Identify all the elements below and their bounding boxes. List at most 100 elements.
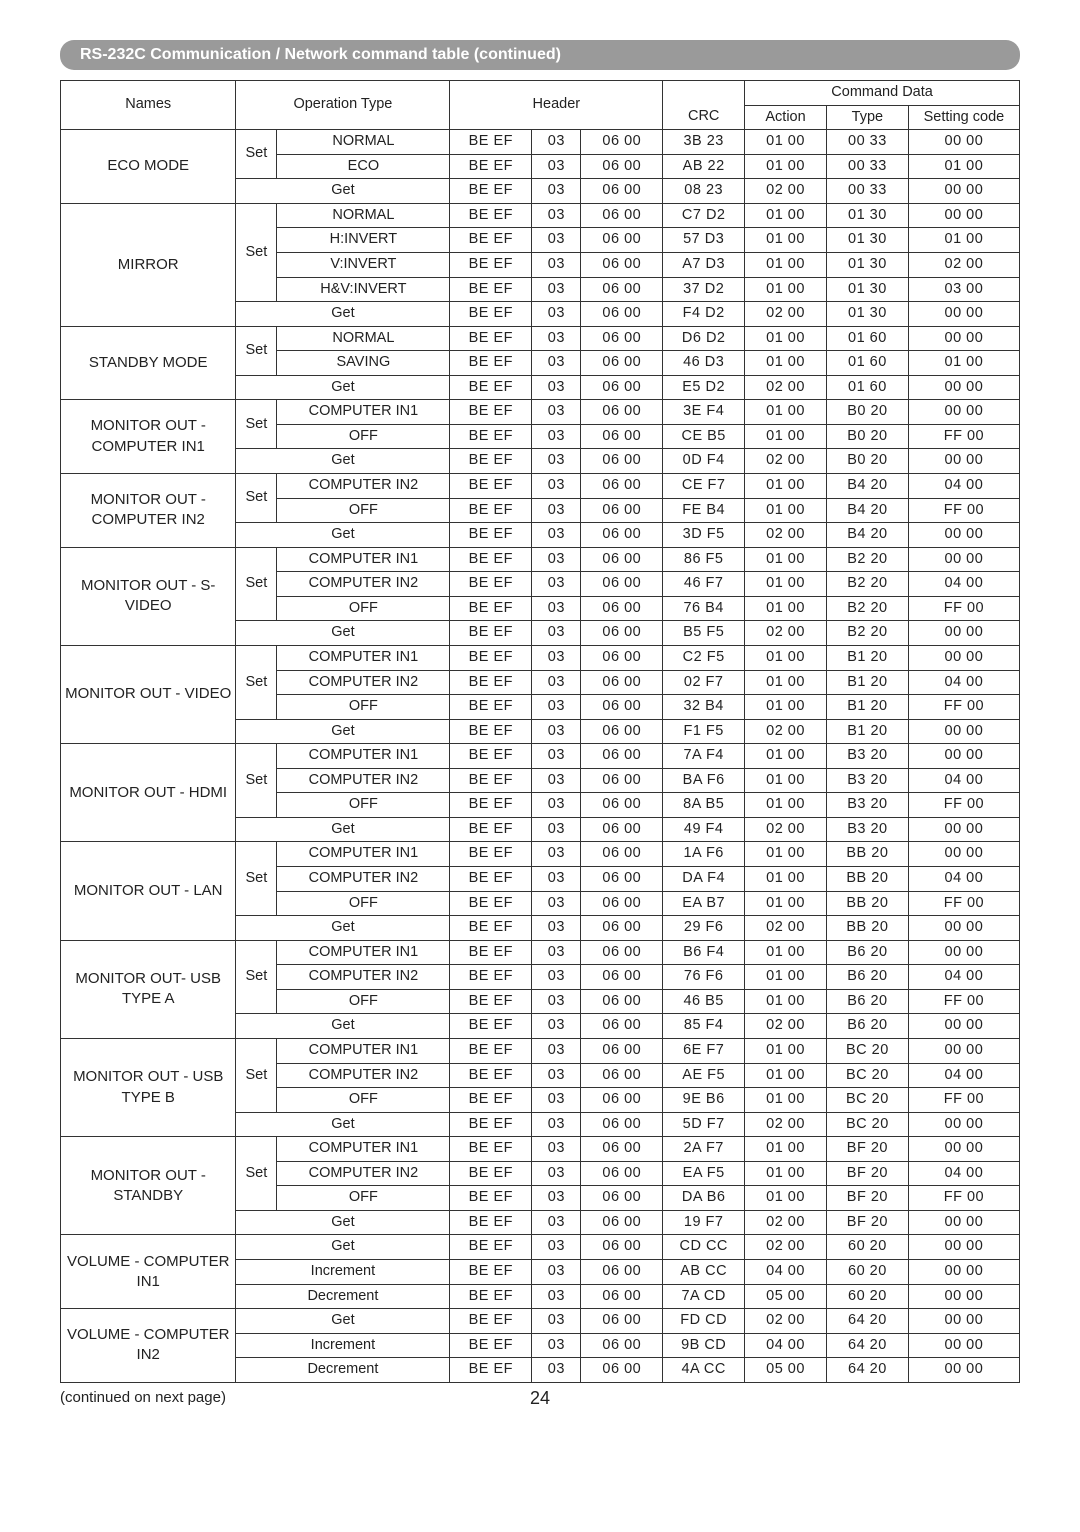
data-cell: 03 [532, 1088, 581, 1113]
table-row: MONITOR OUT - COMPUTER IN2SetCOMPUTER IN… [61, 474, 1020, 499]
table-row: MONITOR OUT - USB TYPE BSetCOMPUTER IN1B… [61, 1038, 1020, 1063]
op-cell: Set [236, 326, 277, 375]
data-cell: BE EF [450, 130, 532, 155]
op-label: COMPUTER IN1 [277, 547, 450, 572]
data-cell: 06 00 [581, 891, 663, 916]
data-cell: 00 00 [908, 203, 1019, 228]
data-cell: 06 00 [581, 695, 663, 720]
data-cell: BA F6 [663, 768, 745, 793]
data-cell: BC 20 [826, 1038, 908, 1063]
data-cell: BE EF [450, 1063, 532, 1088]
data-cell: BE EF [450, 1309, 532, 1334]
data-cell: 02 00 [745, 449, 827, 474]
op-label: COMPUTER IN1 [277, 400, 450, 425]
data-cell: BE EF [450, 424, 532, 449]
data-cell: 03 [532, 916, 581, 941]
data-cell: FD CD [663, 1309, 745, 1334]
data-cell: 03 [532, 1186, 581, 1211]
data-cell: 06 00 [581, 1210, 663, 1235]
table-header: NamesOperation TypeHeaderCommand DataCRC… [61, 81, 1020, 130]
data-cell: 03 [532, 572, 581, 597]
data-cell: BE EF [450, 842, 532, 867]
op-label: Get [236, 1309, 450, 1334]
data-cell: FF 00 [908, 891, 1019, 916]
data-cell: 03 [532, 1235, 581, 1260]
data-cell: BF 20 [826, 1210, 908, 1235]
data-cell: 06 00 [581, 449, 663, 474]
op-label: COMPUTER IN2 [277, 1161, 450, 1186]
data-cell: 06 00 [581, 154, 663, 179]
data-cell: 00 33 [826, 130, 908, 155]
data-cell: D6 D2 [663, 326, 745, 351]
data-cell: BE EF [450, 228, 532, 253]
data-cell: 00 00 [908, 1014, 1019, 1039]
data-cell: 06 00 [581, 130, 663, 155]
data-cell: BB 20 [826, 916, 908, 941]
op-label: OFF [277, 1186, 450, 1211]
table-row: VOLUME - COMPUTER IN1GetBE EF0306 00CD C… [61, 1235, 1020, 1260]
data-cell: 00 00 [908, 547, 1019, 572]
op-label: COMPUTER IN2 [277, 474, 450, 499]
data-cell: BC 20 [826, 1088, 908, 1113]
data-cell: BE EF [450, 719, 532, 744]
data-cell: 02 F7 [663, 670, 745, 695]
data-cell: 06 00 [581, 596, 663, 621]
data-cell: 03 [532, 1038, 581, 1063]
data-cell: BE EF [450, 523, 532, 548]
table-row: MONITOR OUT - LANSetCOMPUTER IN1BE EF030… [61, 842, 1020, 867]
data-cell: 00 00 [908, 817, 1019, 842]
data-cell: BC 20 [826, 1112, 908, 1137]
data-cell: 06 00 [581, 1309, 663, 1334]
data-cell: BE EF [450, 1014, 532, 1039]
data-cell: 01 00 [745, 130, 827, 155]
data-cell: 00 00 [908, 916, 1019, 941]
data-cell: 02 00 [745, 523, 827, 548]
data-cell: 03 [532, 989, 581, 1014]
data-cell: 06 00 [581, 179, 663, 204]
data-cell: FF 00 [908, 498, 1019, 523]
data-cell: BF 20 [826, 1137, 908, 1162]
data-cell: 2A F7 [663, 1137, 745, 1162]
data-cell: BE EF [450, 670, 532, 695]
data-cell: B1 20 [826, 719, 908, 744]
data-cell: A7 D3 [663, 252, 745, 277]
data-cell: 04 00 [908, 572, 1019, 597]
data-cell: 01 00 [745, 547, 827, 572]
data-cell: 46 D3 [663, 351, 745, 376]
data-cell: BE EF [450, 1038, 532, 1063]
data-cell: 02 00 [745, 621, 827, 646]
data-cell: 01 60 [826, 351, 908, 376]
data-cell: 01 00 [908, 351, 1019, 376]
data-cell: 01 00 [745, 670, 827, 695]
data-cell: 46 F7 [663, 572, 745, 597]
data-cell: 01 30 [826, 228, 908, 253]
data-cell: BE EF [450, 375, 532, 400]
data-cell: BE EF [450, 326, 532, 351]
op-label: Get [236, 449, 450, 474]
data-cell: 06 00 [581, 793, 663, 818]
data-cell: 00 00 [908, 375, 1019, 400]
data-cell: CD CC [663, 1235, 745, 1260]
data-cell: FF 00 [908, 424, 1019, 449]
op-label: Get [236, 302, 450, 327]
data-cell: 3E F4 [663, 400, 745, 425]
data-cell: 03 [532, 302, 581, 327]
data-cell: 06 00 [581, 1235, 663, 1260]
data-cell: 02 00 [745, 916, 827, 941]
op-cell: Set [236, 130, 277, 179]
data-cell: 64 20 [826, 1358, 908, 1383]
data-cell: 03 [532, 768, 581, 793]
data-cell: 06 00 [581, 1333, 663, 1358]
data-cell: 19 F7 [663, 1210, 745, 1235]
op-label: Get [236, 817, 450, 842]
data-cell: 01 00 [745, 1088, 827, 1113]
data-cell: 04 00 [908, 867, 1019, 892]
data-cell: 01 00 [908, 228, 1019, 253]
data-cell: BE EF [450, 695, 532, 720]
command-table: NamesOperation TypeHeaderCommand DataCRC… [60, 80, 1020, 1383]
data-cell: 06 00 [581, 842, 663, 867]
data-cell: 06 00 [581, 621, 663, 646]
data-cell: 00 00 [908, 1358, 1019, 1383]
data-cell: 00 00 [908, 1235, 1019, 1260]
data-cell: BE EF [450, 474, 532, 499]
